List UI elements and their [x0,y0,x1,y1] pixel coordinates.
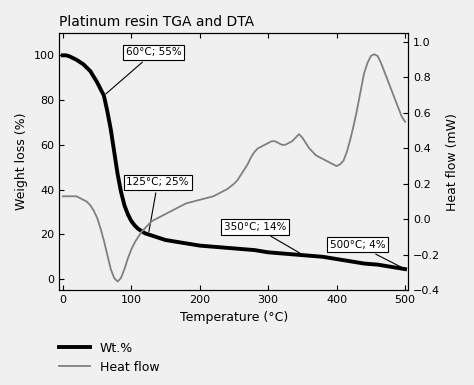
X-axis label: Temperature (°C): Temperature (°C) [180,311,288,324]
Y-axis label: Weight loss (%): Weight loss (%) [15,113,28,211]
Y-axis label: Heat flow (mW): Heat flow (mW) [446,113,459,211]
Text: Platinum resin TGA and DTA: Platinum resin TGA and DTA [59,15,255,29]
Text: 350°C; 14%: 350°C; 14% [224,222,300,253]
Legend: Wt.%, Heat flow: Wt.%, Heat flow [54,336,164,379]
Text: 500°C; 4%: 500°C; 4% [330,240,402,268]
Text: 125°C; 25%: 125°C; 25% [127,177,189,232]
Text: 60°C; 55%: 60°C; 55% [106,47,182,94]
